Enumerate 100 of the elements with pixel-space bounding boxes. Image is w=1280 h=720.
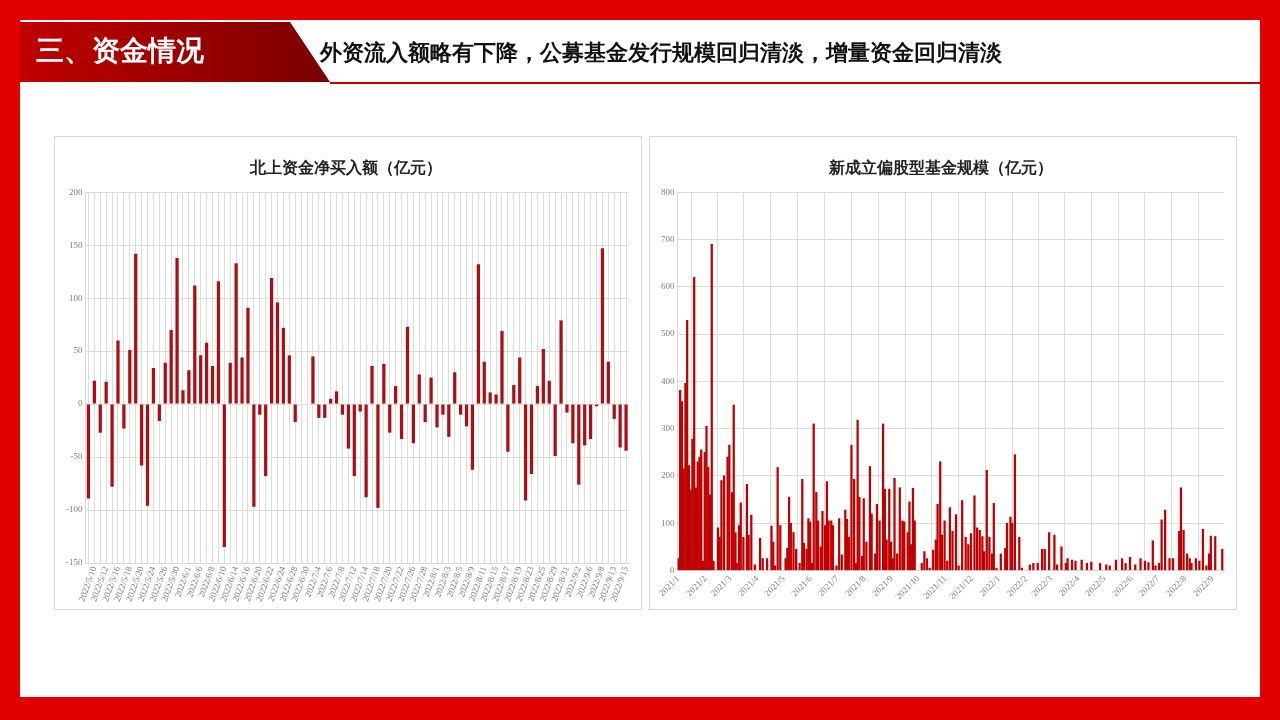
y-tick-label: -100 [66, 504, 83, 515]
bar [370, 365, 374, 404]
bar [600, 248, 605, 404]
bar [151, 368, 156, 404]
bar [317, 404, 321, 418]
bar [122, 404, 126, 429]
text: 外资流入额略有下降，公募基金发行规模回归清淡，增量资金回归清淡 [320, 38, 1002, 67]
bar [364, 404, 368, 498]
bar [193, 285, 197, 404]
bar [583, 404, 587, 446]
y-tick-label: 100 [69, 292, 83, 303]
y-tick-label: 600 [661, 281, 675, 292]
bar [429, 377, 433, 404]
bar [104, 381, 108, 404]
bar [529, 404, 534, 475]
bar [234, 263, 238, 404]
text: 三、资金情况 [36, 33, 204, 69]
bar [494, 394, 498, 404]
y-tick-label: 0 [78, 398, 83, 409]
bar [943, 520, 946, 571]
chart-title: 北上资金净买入额（亿元） [249, 157, 442, 177]
bar [163, 362, 167, 404]
bar [565, 404, 569, 413]
bar [482, 361, 486, 404]
bar [720, 480, 723, 571]
bar [287, 355, 291, 404]
y-tick-label: 200 [661, 470, 675, 481]
bar [618, 404, 622, 448]
bar [1139, 558, 1142, 571]
bar [624, 404, 628, 451]
bar [175, 257, 179, 404]
bar [323, 404, 327, 418]
y-tick-label: 400 [661, 375, 675, 386]
y-tick-label: 50 [73, 345, 83, 356]
bar [181, 390, 185, 404]
bar [447, 404, 451, 437]
bar [441, 404, 445, 415]
bar [145, 404, 150, 506]
bar [157, 404, 161, 422]
bar [110, 404, 114, 487]
bar [923, 551, 926, 571]
bar [705, 425, 708, 571]
y-tick-label: 800 [661, 186, 675, 197]
bar [134, 253, 138, 404]
bar [553, 404, 557, 456]
bar [417, 374, 421, 404]
bar [352, 404, 356, 477]
bar [264, 404, 268, 477]
bar [518, 357, 522, 404]
bar [512, 385, 516, 404]
bar [435, 404, 439, 428]
bar [577, 404, 581, 485]
bar [92, 380, 96, 404]
bar [1028, 564, 1031, 571]
bar [1108, 565, 1111, 571]
bar [541, 349, 545, 404]
bar [199, 355, 203, 404]
bar [470, 404, 475, 470]
y-tick-label: 500 [661, 328, 675, 339]
y-tick-label: 100 [661, 517, 675, 528]
bar [411, 404, 415, 444]
y-tick-label: 200 [69, 186, 83, 197]
bar [1134, 564, 1137, 571]
bar [1053, 534, 1056, 571]
bar [1009, 516, 1012, 571]
bar [753, 564, 756, 571]
bar [204, 342, 209, 404]
bar [187, 370, 191, 404]
bar [1147, 562, 1150, 571]
bar [128, 350, 132, 404]
bar [334, 391, 339, 404]
bar [453, 372, 457, 404]
bar [246, 307, 250, 404]
bar [399, 404, 404, 440]
bar [476, 264, 480, 404]
bar [523, 404, 528, 501]
bar [358, 404, 362, 412]
bar [506, 404, 510, 452]
bar [140, 404, 144, 466]
bar [394, 386, 398, 404]
bar [340, 404, 345, 415]
bar [850, 444, 853, 571]
bar [535, 386, 540, 404]
bar [329, 398, 333, 404]
y-tick-label: 300 [661, 423, 675, 433]
bar [459, 404, 463, 415]
bar [1060, 546, 1063, 571]
bar [275, 302, 280, 404]
bar [500, 330, 504, 404]
bar [973, 495, 976, 571]
bar [210, 365, 215, 404]
bar [893, 477, 896, 571]
bar [1105, 564, 1108, 571]
bar [1168, 558, 1171, 571]
chart-title: 新成立偏股型基金规模（亿元） [828, 157, 1053, 177]
bar [228, 362, 232, 404]
bar [405, 326, 410, 404]
bar [388, 404, 392, 433]
bar [376, 404, 380, 508]
bar [571, 404, 575, 444]
